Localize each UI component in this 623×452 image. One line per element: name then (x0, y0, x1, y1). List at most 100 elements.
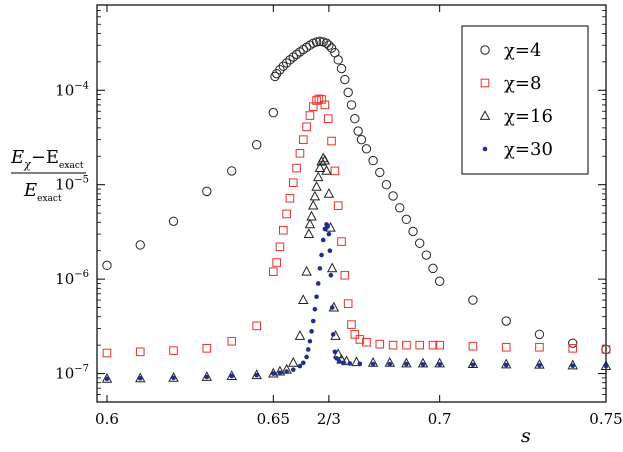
data-point (404, 361, 409, 367)
data-point (388, 191, 398, 201)
data-point (268, 367, 279, 378)
y-label-num-main: E (10, 147, 24, 168)
data-point (347, 361, 353, 366)
data-point (284, 369, 289, 374)
data-point (202, 344, 212, 353)
data-point (336, 63, 347, 74)
data-point (288, 52, 298, 62)
data-point (361, 144, 372, 154)
x-tick-label: 0.7 (428, 410, 452, 428)
x-tick-label: 0.75 (589, 410, 622, 428)
data-point (537, 363, 542, 368)
data-point (326, 231, 332, 237)
x-tick-label: 2/3 (317, 410, 341, 428)
data-point (291, 49, 302, 60)
data-point (326, 262, 338, 273)
data-point (327, 248, 333, 254)
data-point (102, 260, 112, 271)
data-point (294, 330, 306, 340)
data-point (330, 332, 336, 337)
legend-marker (479, 110, 491, 120)
data-point (135, 240, 145, 250)
data-point (470, 362, 476, 368)
data-point (306, 210, 317, 221)
data-point (268, 107, 279, 118)
data-point (395, 203, 405, 213)
legend-label: χ=30 (504, 139, 553, 160)
data-point (333, 55, 343, 65)
data-point (104, 376, 110, 382)
data-point (340, 270, 350, 280)
data-point (337, 237, 346, 246)
data-point (226, 370, 237, 381)
data-point (434, 276, 445, 286)
data-point (285, 55, 295, 65)
data-point (356, 134, 367, 145)
data-point (251, 140, 262, 150)
y-tick-label: 10−5 (55, 175, 89, 194)
data-point (314, 162, 326, 172)
data-point (467, 358, 479, 368)
data-point (305, 347, 311, 352)
data-point (319, 154, 331, 165)
legend-entries: χ=4 χ=8 χ=16 χ=30 (479, 40, 553, 160)
data-point (102, 348, 112, 358)
data-point (350, 330, 360, 339)
data-point (420, 362, 426, 367)
plot-frame (96, 4, 607, 403)
data-point (600, 360, 612, 370)
data-point (269, 267, 278, 276)
y-tick-label: 10−4 (55, 80, 89, 99)
data-point (204, 374, 210, 380)
data-point (328, 272, 334, 278)
data-point (135, 347, 145, 357)
data-point (314, 94, 324, 104)
y-label-numerator: Eχ−Eexact (10, 147, 84, 171)
legend: χ=4 χ=8 χ=16 χ=30 (461, 25, 589, 175)
data-point (362, 337, 371, 347)
data-point (387, 361, 393, 367)
data-point (417, 357, 429, 368)
data-point (271, 371, 276, 376)
data-point (321, 38, 332, 48)
data-point (601, 345, 611, 354)
data-point (311, 180, 322, 191)
data-point (368, 155, 378, 166)
data-point (312, 306, 318, 312)
data-point (171, 375, 176, 381)
data-point (312, 171, 324, 182)
data-point (302, 122, 311, 132)
data-point (355, 335, 365, 344)
data-point (314, 294, 319, 300)
data-point (305, 111, 315, 120)
series-2 (102, 94, 611, 358)
x-axis-label: s (521, 425, 531, 447)
data-point (202, 186, 212, 197)
data-point (254, 372, 259, 378)
data-point (309, 190, 321, 201)
data-point (290, 367, 296, 372)
data-point (285, 193, 295, 203)
data-point (320, 100, 330, 110)
data-point (388, 340, 398, 350)
data-point (350, 114, 360, 124)
data-point (281, 58, 292, 68)
data-point (402, 340, 411, 350)
data-point (315, 36, 325, 47)
data-point (408, 226, 418, 237)
data-point (534, 358, 545, 369)
data-point (323, 188, 335, 198)
data-point (317, 266, 323, 271)
data-point (288, 178, 298, 188)
data-point (252, 321, 261, 331)
data-point (428, 340, 438, 350)
legend-label: χ=16 (504, 106, 553, 127)
data-point (347, 320, 356, 329)
data-point (468, 341, 478, 351)
data-point (277, 370, 283, 376)
data-point (300, 360, 306, 366)
data-point (227, 336, 237, 346)
data-point (311, 37, 322, 47)
legend-label: χ=8 (504, 73, 541, 94)
data-point (169, 346, 178, 355)
